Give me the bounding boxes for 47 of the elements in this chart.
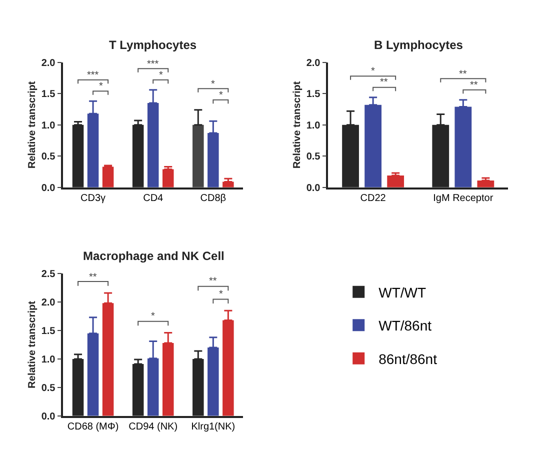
y-tick-label: 2.0: [306, 58, 321, 69]
chart-title: Macrophage and NK Cell: [83, 249, 224, 263]
y-tick-label: 0.0: [41, 411, 56, 422]
annotation: **: [380, 77, 388, 88]
annotation: **: [470, 80, 478, 91]
annotation: *: [371, 66, 375, 77]
annotation: *: [219, 289, 223, 300]
y-tick-label: 2.0: [41, 298, 56, 309]
y-tick-label: 0.5: [41, 152, 56, 163]
y-tick-label: 2.0: [41, 58, 56, 69]
x-tick-label: CD94 (NK): [128, 422, 178, 433]
annotation: **: [89, 272, 97, 283]
legend-label: WT/86nt: [378, 318, 432, 334]
y-tick-label: 0.5: [41, 382, 56, 394]
y-tick-label: 0.5: [306, 152, 321, 163]
chart-title: B Lymphocytes: [374, 38, 464, 52]
annotation: *: [211, 79, 215, 90]
annotation: ***: [147, 59, 159, 70]
y-tick-label: 1.0: [41, 120, 56, 132]
annotation: ***: [87, 70, 99, 81]
y-axis-title: Relative transcript: [292, 80, 303, 169]
annotation: **: [459, 69, 467, 80]
annotation: *: [99, 81, 103, 92]
y-tick-label: 1.5: [41, 89, 56, 100]
x-tick-label: CD4: [143, 193, 164, 204]
y-tick-label: 1.0: [41, 354, 56, 366]
y-tick-label: 1.0: [306, 120, 321, 132]
y-tick-label: 1.5: [306, 89, 321, 100]
annotation: **: [209, 276, 217, 287]
x-tick-label: Klrg1(NK): [191, 422, 236, 433]
x-tick-label: CD8β: [200, 193, 226, 204]
y-tick-label: 2.5: [41, 269, 56, 280]
y-tick-label: 1.5: [41, 326, 56, 337]
y-axis-title: Relative transcript: [26, 80, 38, 169]
y-tick-label: 0.0: [41, 182, 56, 194]
x-tick-label: CD22: [360, 193, 386, 204]
annotation: *: [151, 311, 155, 322]
legend-label: 86nt/86nt: [378, 350, 438, 367]
annotation: *: [159, 70, 163, 81]
x-tick-label: IgM Receptor: [433, 193, 494, 204]
legend-label: WT/WT: [378, 284, 426, 300]
y-axis-title: Relative transcript: [26, 300, 38, 388]
chart-title: T Lymphocytes: [109, 38, 197, 52]
annotation: *: [219, 90, 223, 101]
x-tick-label: CD3γ: [80, 193, 106, 204]
y-tick-label: 0.0: [306, 182, 321, 194]
x-tick-label: CD68 (MΦ): [67, 422, 119, 433]
